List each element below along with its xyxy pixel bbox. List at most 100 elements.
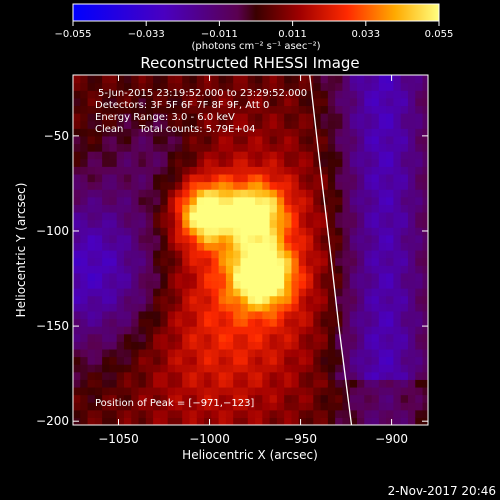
heatmap-cell: [153, 219, 161, 228]
heatmap-cell: [182, 295, 191, 304]
heatmap-cell: [320, 97, 329, 107]
heatmap-cell: [371, 280, 380, 289]
heatmap-cell: [174, 402, 183, 411]
heatmap-cell: [327, 333, 336, 342]
heatmap-cell: [262, 409, 271, 418]
heatmap-cell: [364, 113, 373, 122]
heatmap-cell: [218, 211, 227, 221]
heatmap-cell: [247, 166, 256, 175]
heatmap-cell: [218, 82, 227, 91]
heatmap-cell: [276, 402, 285, 411]
heatmap-cell: [415, 386, 424, 396]
heatmap-cell: [276, 280, 285, 289]
heatmap-cell: [255, 105, 263, 114]
heatmap-cell: [407, 219, 416, 228]
heatmap-cell: [284, 158, 293, 167]
heatmap-cell: [320, 143, 329, 152]
heatmap-cell: [174, 356, 183, 365]
heatmap-cell: [73, 295, 81, 304]
heatmap-cell: [160, 250, 169, 259]
heatmap-cell: [116, 90, 125, 99]
heatmap-cell: [87, 310, 96, 320]
heatmap-cell: [189, 348, 198, 358]
heatmap-cell: [87, 166, 96, 175]
heatmap-cell: [313, 310, 322, 320]
heatmap-cell: [386, 97, 395, 107]
heatmap-cell: [262, 82, 271, 91]
heatmap-cell: [182, 189, 191, 198]
heatmap-cell: [94, 326, 103, 335]
heatmap-cell: [400, 189, 409, 198]
heatmap-cell: [342, 394, 351, 403]
heatmap-cell: [102, 295, 111, 304]
heatmap-cell: [298, 280, 307, 289]
heatmap-cell: [94, 310, 103, 320]
heatmap-cell: [116, 326, 125, 335]
heatmap-cell: [196, 173, 205, 183]
heatmap-cell: [160, 402, 169, 411]
y-axis-label: Heliocentric Y (arcsec): [14, 183, 28, 318]
heatmap-cell: [145, 409, 154, 418]
heatmap-cell: [335, 75, 344, 84]
heatmap-cell: [138, 333, 147, 342]
heatmap-cell: [189, 211, 198, 221]
heatmap-cell: [320, 234, 329, 243]
heatmap-cell: [335, 394, 344, 403]
heatmap-cell: [94, 394, 103, 403]
heatmap-cell: [102, 280, 111, 289]
heatmap-cell: [138, 341, 147, 350]
heatmap-cell: [247, 409, 256, 418]
heatmap-cell: [94, 234, 103, 243]
heatmap-cell: [335, 333, 344, 342]
heatmap-cell: [415, 227, 424, 236]
heatmap-cell: [218, 394, 227, 403]
heatmap-cell: [116, 82, 125, 91]
heatmap-cell: [386, 417, 395, 425]
heatmap-cell: [422, 280, 428, 289]
heatmap-cell: [327, 158, 336, 167]
heatmap-cell: [160, 295, 169, 304]
heatmap-cell: [400, 394, 409, 403]
heatmap-cell: [211, 211, 220, 221]
heatmap-cell: [371, 394, 380, 403]
heatmap-cell: [145, 113, 154, 122]
heatmap-cell: [291, 326, 300, 335]
heatmap-cell: [386, 105, 395, 114]
heatmap-cell: [196, 371, 205, 380]
heatmap-cell: [80, 394, 89, 403]
heatmap-cell: [306, 135, 314, 145]
heatmap-cell: [415, 272, 424, 282]
heatmap-cell: [400, 386, 409, 396]
heatmap-cell: [262, 234, 271, 243]
heatmap-cell: [276, 364, 285, 373]
heatmap-cell: [233, 303, 242, 312]
heatmap-cell: [378, 272, 387, 282]
heatmap-cell: [109, 166, 118, 175]
heatmap-cell: [218, 310, 227, 320]
heatmap-cell: [298, 394, 307, 403]
heatmap-cell: [233, 257, 242, 266]
heatmap-cell: [138, 82, 147, 91]
heatmap-cell: [247, 128, 256, 137]
heatmap-cell: [386, 409, 395, 418]
heatmap-cell: [240, 151, 249, 160]
heatmap-cell: [371, 272, 380, 282]
heatmap-cell: [393, 120, 402, 129]
heatmap-cell: [123, 166, 132, 175]
heatmap-cell: [174, 288, 183, 297]
heatmap-cell: [378, 120, 387, 129]
heatmap-cell: [276, 151, 285, 160]
heatmap-cell: [400, 120, 409, 129]
heatmap-cell: [349, 151, 358, 160]
heatmap-cell: [73, 250, 81, 259]
heatmap-cell: [291, 90, 300, 99]
heatmap-cell: [196, 394, 205, 403]
heatmap-cell: [153, 113, 161, 122]
heatmap-cell: [145, 158, 154, 167]
heatmap-cell: [73, 219, 81, 228]
info-energy-range: Energy Range: 3.0 - 6.0 keV: [95, 112, 235, 123]
heatmap-cell: [218, 204, 227, 213]
heatmap-cell: [218, 128, 227, 137]
heatmap-cell: [291, 265, 300, 274]
